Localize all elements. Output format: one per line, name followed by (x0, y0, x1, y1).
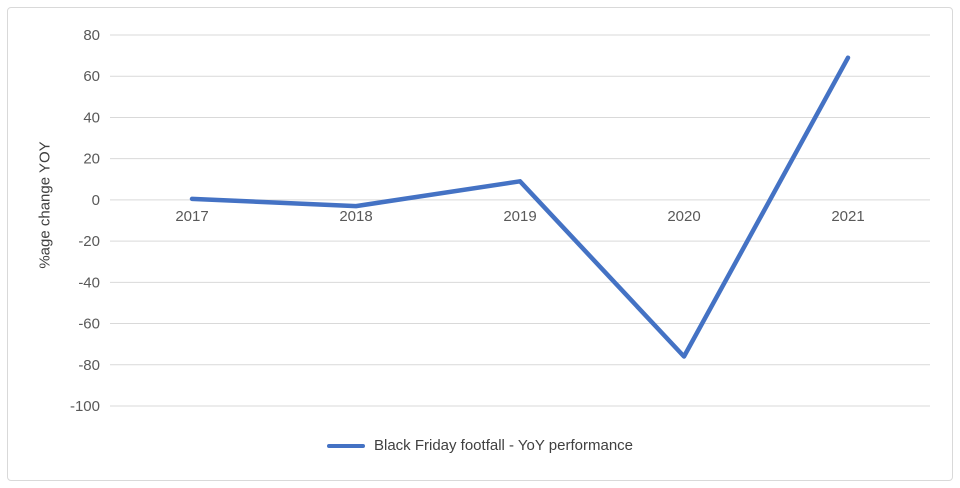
x-tick-label: 2017 (175, 208, 208, 225)
x-tick-label: 2021 (831, 208, 864, 225)
y-tick-label: 0 (92, 192, 100, 209)
y-tick-label: -20 (78, 233, 100, 250)
y-tick-label: 80 (83, 27, 100, 44)
y-tick-label: 60 (83, 68, 100, 85)
chart-frame (7, 7, 953, 481)
y-tick-label: -60 (78, 316, 100, 333)
legend-line-icon (326, 443, 365, 448)
y-tick-label: -100 (70, 398, 100, 415)
y-tick-label: 20 (83, 151, 100, 168)
x-tick-label: 2020 (667, 208, 700, 225)
y-tick-label: -40 (78, 274, 100, 291)
y-axis-title: %age change YOY (36, 141, 54, 269)
y-tick-label: -80 (78, 357, 100, 374)
data-line-black-friday-footfall (189, 55, 851, 359)
x-tick-label: 2019 (503, 208, 536, 225)
legend-label: Black Friday footfall - YoY performance (373, 437, 634, 454)
x-tick-label: 2018 (339, 208, 372, 225)
y-tick-label: 40 (83, 109, 100, 126)
chart-legend: Black Friday footfall - YoY performance (0, 437, 960, 454)
